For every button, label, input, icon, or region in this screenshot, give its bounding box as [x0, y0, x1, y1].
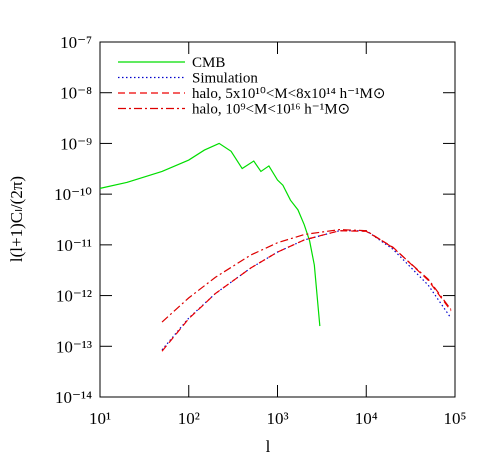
y-tick-label: 10⁻⁷ — [60, 33, 92, 52]
x-tick-label: 10² — [178, 409, 200, 428]
y-tick-label: 10⁻⁸ — [60, 84, 92, 103]
x-axis-label: l — [266, 437, 271, 456]
series-line — [161, 228, 452, 323]
y-tick-label: 10⁻¹⁰ — [54, 185, 92, 204]
series-line — [161, 230, 452, 351]
y-tick-label: 10⁻⁹ — [60, 134, 92, 153]
series-line — [99, 142, 321, 327]
y-tick-label: 10⁻¹¹ — [56, 236, 92, 255]
y-axis-label: l(l+1)Cₗ/(2π) — [7, 176, 26, 262]
legend-label: halo, 10⁹<M<10¹⁶ h⁻¹M⊙ — [192, 102, 350, 118]
x-tick-label: 10³ — [266, 409, 288, 428]
series-line — [161, 230, 452, 352]
x-tick-label: 10⁴ — [355, 409, 378, 428]
y-tick-label: 10⁻¹⁴ — [55, 388, 92, 407]
x-tick-label: 10¹ — [89, 409, 111, 428]
legend-label: Simulation — [192, 71, 258, 87]
y-tick-label: 10⁻¹² — [56, 287, 92, 306]
legend-label: halo, 5x10¹⁰<M<8x10¹⁴ h⁻¹M⊙ — [192, 86, 385, 102]
legend-label: CMB — [192, 55, 225, 71]
x-tick-label: 10⁵ — [444, 409, 467, 428]
y-tick-label: 10⁻¹³ — [56, 337, 92, 356]
